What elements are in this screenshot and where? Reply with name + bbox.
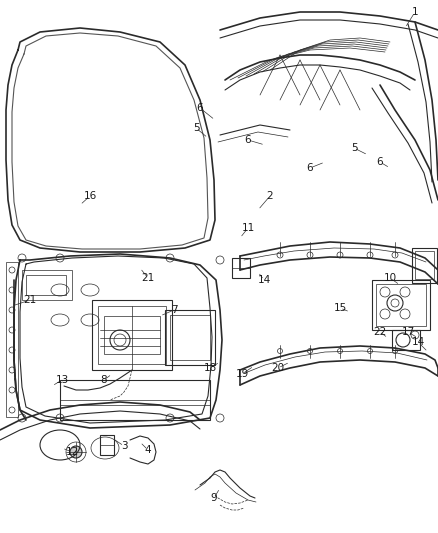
Text: 18: 18 — [203, 363, 217, 373]
Text: 6: 6 — [197, 103, 203, 113]
Bar — [372, 280, 430, 330]
Text: 15: 15 — [333, 303, 346, 313]
Bar — [392, 330, 420, 350]
Bar — [232, 258, 250, 278]
Text: 8: 8 — [101, 375, 107, 385]
Text: 21: 21 — [141, 273, 155, 283]
Bar — [92, 300, 172, 370]
Text: 2: 2 — [267, 191, 273, 201]
Bar — [6, 262, 18, 417]
Bar — [104, 316, 160, 354]
Circle shape — [70, 446, 82, 458]
Bar — [376, 284, 426, 326]
Text: 1: 1 — [412, 7, 418, 17]
Text: 5: 5 — [193, 123, 199, 133]
Text: 13: 13 — [55, 375, 69, 385]
Text: 6: 6 — [377, 157, 383, 167]
Text: 21: 21 — [23, 295, 37, 305]
Text: 6: 6 — [245, 135, 251, 145]
Bar — [26, 275, 66, 295]
Bar — [60, 380, 210, 420]
Text: 7: 7 — [171, 305, 177, 315]
Text: 16: 16 — [83, 191, 97, 201]
Bar — [170, 315, 210, 360]
Text: 22: 22 — [373, 327, 387, 337]
Text: 3: 3 — [121, 441, 127, 451]
Bar — [415, 251, 434, 279]
Bar — [98, 306, 166, 364]
Text: 10: 10 — [383, 273, 396, 283]
Text: 12: 12 — [65, 447, 79, 457]
Text: 9: 9 — [211, 493, 217, 503]
Text: 6: 6 — [307, 163, 313, 173]
Bar — [100, 435, 114, 455]
Bar — [165, 310, 215, 365]
Text: 4: 4 — [145, 445, 151, 455]
Bar — [412, 248, 437, 283]
Text: 14: 14 — [411, 337, 424, 347]
Text: 11: 11 — [241, 223, 254, 233]
Text: 14: 14 — [258, 275, 271, 285]
Text: 17: 17 — [401, 327, 415, 337]
Text: 5: 5 — [351, 143, 357, 153]
Bar — [22, 270, 72, 300]
Text: 20: 20 — [272, 363, 285, 373]
Text: 19: 19 — [235, 369, 249, 379]
